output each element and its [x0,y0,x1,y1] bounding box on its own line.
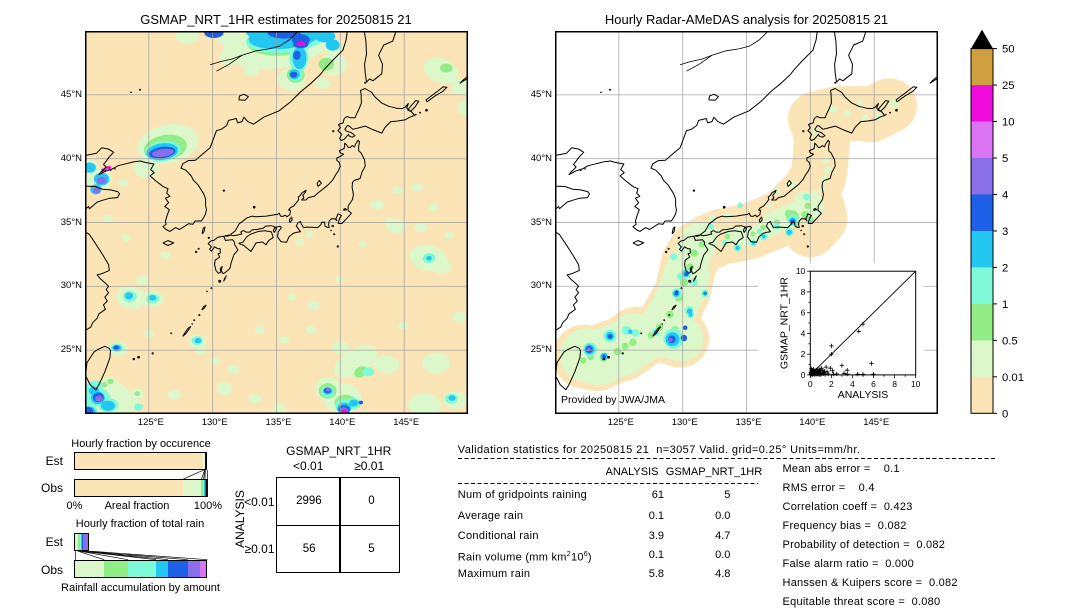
svg-text:8: 8 [801,287,806,297]
svg-text:0.5: 0.5 [1002,335,1018,347]
svg-text:1: 1 [1002,299,1008,311]
svg-text:4: 4 [850,379,855,389]
svg-text:50: 50 [1002,44,1015,56]
svg-text:25: 25 [1002,80,1015,92]
svg-text:ANALYSIS: ANALYSIS [838,389,889,401]
svg-text:4: 4 [1002,189,1008,201]
svg-text:10: 10 [796,266,806,276]
svg-text:0: 0 [801,370,806,380]
svg-text:4: 4 [801,328,806,338]
svg-text:GSMAP_NRT_1HR: GSMAP_NRT_1HR [778,277,790,369]
svg-text:Provided by JWA/JMA: Provided by JWA/JMA [561,394,665,406]
svg-text:10: 10 [911,379,921,389]
svg-text:3: 3 [1002,226,1008,238]
svg-text:2: 2 [801,349,806,359]
svg-text:0: 0 [808,379,813,389]
svg-text:6: 6 [801,308,806,318]
svg-text:8: 8 [892,379,897,389]
svg-text:2: 2 [1002,262,1008,274]
svg-text:0: 0 [1002,408,1008,420]
svg-text:2: 2 [829,379,834,389]
svg-text:0.01: 0.01 [1002,372,1024,384]
svg-text:5: 5 [1002,153,1008,165]
svg-text:10: 10 [1002,117,1015,129]
svg-text:6: 6 [871,379,876,389]
